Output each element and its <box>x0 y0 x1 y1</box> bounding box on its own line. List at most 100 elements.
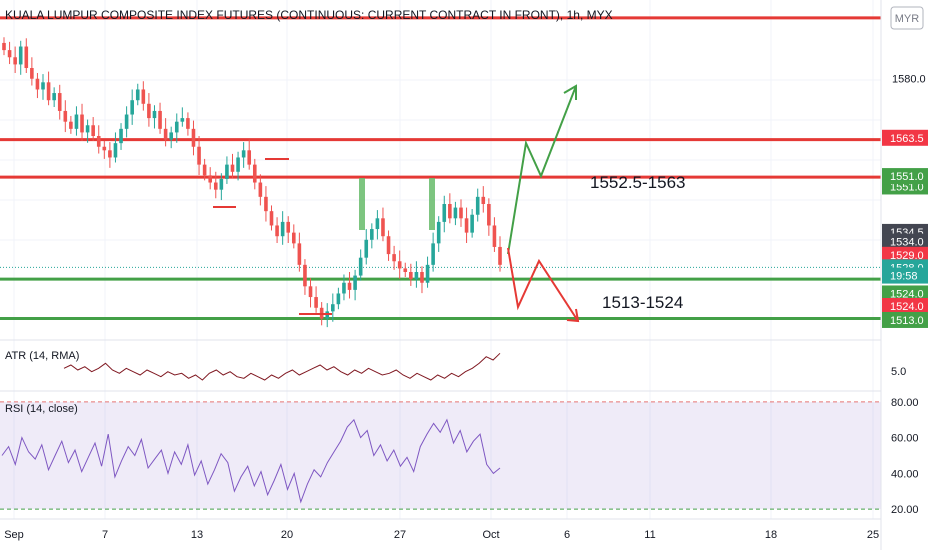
candle-body <box>80 114 84 133</box>
candle-body <box>303 264 307 287</box>
candle-body <box>236 157 240 172</box>
candle-body <box>91 125 95 136</box>
rsi-band <box>0 401 881 510</box>
candle-body <box>63 110 68 122</box>
candle-body <box>158 110 162 129</box>
candle-body <box>386 236 391 255</box>
time-tick-label: 11 <box>644 529 655 541</box>
candle-body <box>135 89 140 101</box>
candle-body <box>448 204 452 219</box>
candle-body <box>2 42 6 51</box>
candle-body <box>425 264 430 283</box>
candle-body <box>470 214 474 233</box>
rsi-tick-label: 60.00 <box>891 433 919 445</box>
candle-body <box>353 275 357 290</box>
candle-body <box>297 243 302 265</box>
rsi-tick-label: 40.00 <box>891 468 919 480</box>
candle-body <box>264 196 268 212</box>
price-badge <box>882 168 928 185</box>
candle-body <box>370 229 374 240</box>
candle-body <box>381 218 385 237</box>
candle-body <box>336 293 341 305</box>
candle-body <box>498 246 502 265</box>
candle-body <box>241 150 246 158</box>
candle-body <box>375 218 380 230</box>
candle-body <box>286 221 291 233</box>
atr-pane: ATR (14, RMA) 5.0 <box>5 350 906 381</box>
price-badge <box>882 233 928 250</box>
candle-body <box>147 103 151 119</box>
candle-body <box>69 121 73 129</box>
highlight-bar <box>429 178 435 230</box>
candle-body <box>124 114 129 129</box>
price-badge-label: 1534.0 <box>890 237 924 249</box>
rsi-line <box>1 418 501 504</box>
candle-body <box>247 150 252 165</box>
zone-label: 1552.5-1563 <box>590 173 685 192</box>
candle-body <box>403 268 408 272</box>
candle-body <box>314 297 318 308</box>
candle-body <box>197 146 201 165</box>
candle-body <box>358 257 363 276</box>
candle-body <box>186 118 190 129</box>
candle-body <box>331 304 335 312</box>
candle-body <box>275 225 279 237</box>
candle-body <box>342 282 346 294</box>
rsi-pane: RSI (14, close) 80.00 60.00 40.00 20.00 <box>0 397 919 516</box>
currency-button-label[interactable]: MYR <box>895 13 920 25</box>
price-badge-label: 1563.5 <box>890 133 924 145</box>
price-badge <box>882 246 928 263</box>
candle-body <box>492 225 497 247</box>
candle-body <box>35 78 40 90</box>
highlight-bar <box>359 178 365 230</box>
rsi-tick-label: 20.00 <box>891 504 919 516</box>
time-tick-label: Sep <box>4 529 24 541</box>
candle-body <box>169 132 173 140</box>
candle-body <box>163 128 168 140</box>
time-tick-label: 18 <box>765 529 777 541</box>
bearish-arrow-head <box>566 308 580 323</box>
price-badge-label: 1524.0 <box>890 288 924 300</box>
candle-body <box>225 164 229 179</box>
candle-body <box>258 182 263 197</box>
price-badge <box>882 267 928 284</box>
candle-body <box>291 232 296 244</box>
price-tick-label: 1580.0 <box>892 74 926 86</box>
candle-body <box>442 204 447 222</box>
candles <box>2 37 502 328</box>
candle-body <box>41 82 45 90</box>
candle-body <box>481 196 486 204</box>
time-tick-label: 25 <box>867 529 879 541</box>
price-badge-label: 1551.0 <box>890 171 924 183</box>
candle-body <box>24 46 29 68</box>
price-badge <box>882 298 928 314</box>
price-badge <box>882 129 928 146</box>
time-tick-label: 20 <box>281 529 293 541</box>
candle-body <box>487 204 491 226</box>
atr-label: ATR (14, RMA) <box>5 350 79 362</box>
candle-body <box>219 178 224 190</box>
candle-body <box>57 93 62 111</box>
candle-body <box>420 272 424 283</box>
candle-body <box>436 221 441 244</box>
currency-button[interactable]: MYR <box>890 6 924 30</box>
candle-body <box>208 175 213 183</box>
candle-body <box>475 196 480 215</box>
candle-body <box>30 68 34 79</box>
candle-body <box>85 125 90 133</box>
candle-body <box>397 261 402 269</box>
candle-body <box>46 82 51 101</box>
bearish-path-arrow <box>507 247 579 322</box>
price-badges: 1563.51552.51551.01551.01534.51534.01529… <box>882 129 928 328</box>
candle-body <box>414 272 419 280</box>
candle-body <box>431 243 435 265</box>
candle-body <box>202 164 207 176</box>
candle-body <box>230 164 235 172</box>
bullish-path-arrow <box>507 85 577 255</box>
price-scale: 1580.0 <box>892 74 926 86</box>
candle-body <box>113 143 118 158</box>
candle-body <box>453 207 458 219</box>
zone-labels: 1552.5-1563 1513-1524 <box>590 173 685 312</box>
candle-body <box>347 282 352 290</box>
